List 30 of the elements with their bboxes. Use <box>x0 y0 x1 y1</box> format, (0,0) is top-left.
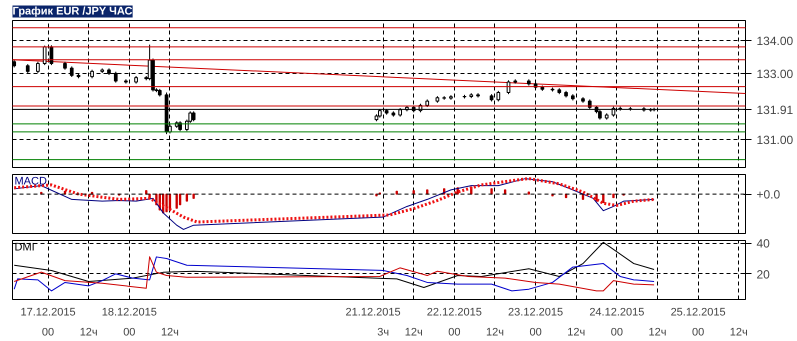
y-tick-label: 133.00 <box>756 66 794 81</box>
y-tick-label: 40 <box>756 236 770 251</box>
x2-tick-label: 18.12.2015 <box>102 306 157 318</box>
chart-title: График EUR /JPY ЧАС <box>12 6 132 18</box>
y-tick-label: 20 <box>756 267 770 282</box>
x2-tick-label: 21.12.2015 <box>346 306 401 318</box>
y-tick-label: 131.00 <box>756 132 794 147</box>
x2-tick-label: 23.12.2015 <box>508 306 564 318</box>
x-tick-label: 00 <box>610 326 623 338</box>
x-tick-label: 12ч <box>160 326 179 338</box>
x-tick-label: 12ч <box>567 326 586 338</box>
x-tick-label: 00 <box>123 326 136 338</box>
x-tick-label: 3ч <box>377 326 390 338</box>
x-tick-label: 00 <box>42 326 54 338</box>
ref-line-label: 131.91 <box>756 102 794 117</box>
x-tick-label: 00 <box>692 326 704 338</box>
x-tick-label: 12ч <box>648 326 666 338</box>
x-tick-label: 00 <box>448 326 460 338</box>
x2-tick-label: 25.12.2015 <box>670 306 726 318</box>
x-tick-label: 12ч <box>80 326 98 338</box>
x-tick-label: 12ч <box>404 326 423 338</box>
y-tick-label: 134.00 <box>756 34 794 48</box>
x2-tick-label: 17.12.2015 <box>20 306 76 318</box>
x2-tick-label: 24.12.2015 <box>589 306 644 318</box>
ref-line-label: +0.0 <box>756 188 781 202</box>
x-tick-label: 12ч <box>486 326 504 338</box>
x-tick-label: 00 <box>529 326 542 338</box>
x-tick-label: 12ч <box>730 326 748 338</box>
x2-tick-label: 22.12.2015 <box>426 306 482 318</box>
chart-title: MACD <box>14 176 47 188</box>
